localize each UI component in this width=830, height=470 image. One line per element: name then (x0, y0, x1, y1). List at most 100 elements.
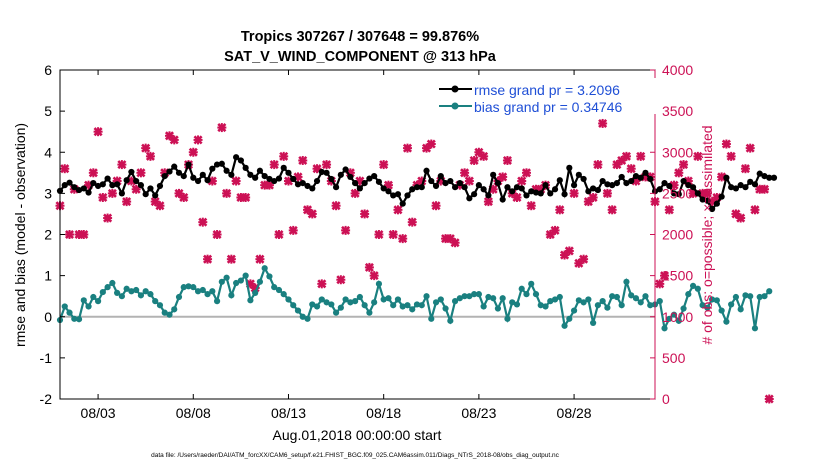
obs-marker (60, 164, 70, 174)
bias-point (342, 296, 349, 303)
obs-marker (307, 209, 317, 219)
bias-point (171, 306, 178, 313)
rmse-point (642, 169, 649, 176)
obs-marker (521, 168, 531, 178)
bias-point (104, 284, 111, 291)
rmse-point (147, 185, 154, 192)
bias-point (713, 297, 720, 304)
obs-marker (79, 229, 89, 240)
bias-point (313, 303, 321, 310)
obs-marker (664, 205, 674, 215)
bias-point (318, 296, 325, 303)
obs-marker (231, 176, 241, 186)
bias-point (275, 286, 283, 294)
y-left-tick-label: -2 (40, 391, 53, 407)
rmse-point (585, 188, 592, 195)
bias-point (256, 278, 264, 285)
rmse-point (152, 192, 159, 199)
bias-point (185, 283, 192, 290)
obs-marker (693, 151, 703, 161)
obs-marker (222, 188, 232, 198)
rmse-point (551, 186, 559, 193)
obs-marker (388, 229, 398, 240)
footnote: data file: /Users/raeder/DAI/ATM_forcXX/… (151, 452, 560, 459)
bias-point (375, 280, 383, 287)
y-left-tick-label: 3 (44, 185, 52, 201)
bias-point (123, 285, 130, 292)
x-tick-label: 08/13 (271, 405, 306, 421)
obs-marker (241, 192, 251, 203)
bias-point (332, 309, 340, 316)
rmse-point (114, 181, 121, 188)
obs-marker (398, 234, 408, 244)
bias-point (423, 293, 430, 300)
rmse-point (561, 191, 568, 198)
bias-point (285, 296, 292, 303)
bias-point (218, 278, 225, 285)
y-axis-right-label: # of obs: o=possible; ×=assimilated (699, 125, 715, 344)
bias-point (732, 293, 740, 301)
bias-point (647, 302, 654, 309)
bias-point (80, 297, 87, 304)
bias-point (532, 291, 540, 298)
rmse-point (580, 175, 587, 183)
obs-marker (269, 160, 279, 170)
rmse-point (485, 192, 492, 199)
rmse-point (161, 173, 168, 180)
bias-point (461, 293, 468, 300)
chart-title-line1: Tropics 307267 / 307648 = 99.876% (241, 29, 479, 45)
rmse-point (104, 175, 111, 182)
rmse-point (223, 167, 230, 174)
obs-marker (198, 217, 208, 227)
rmse-point (342, 166, 349, 173)
rmse-point (85, 189, 92, 196)
bias-point (599, 298, 606, 305)
bias-point (190, 284, 197, 291)
legend-box (433, 78, 661, 114)
obs-marker (759, 184, 769, 194)
rmse-point (666, 182, 673, 190)
bias-point (490, 295, 497, 302)
y-axis-left-label: rmse and bias (model - observation) (12, 123, 28, 347)
bias-point (632, 295, 640, 302)
bias-point (661, 325, 668, 332)
rmse-point (309, 185, 316, 192)
bias-point (152, 298, 159, 305)
rmse-point (318, 168, 325, 176)
rmse-point (313, 177, 321, 185)
obs-marker (402, 143, 412, 153)
obs-marker (474, 147, 484, 157)
bias-point (485, 293, 492, 301)
obs-marker (674, 168, 684, 178)
obs-marker (750, 205, 760, 215)
rmse-point (509, 188, 516, 195)
bias-point (475, 291, 482, 298)
rmse-point (190, 174, 197, 181)
rmse-point (670, 190, 678, 197)
obs-marker (136, 168, 146, 178)
bias-point (718, 307, 725, 314)
obs-marker (764, 394, 774, 404)
rmse-point (547, 190, 554, 197)
legend-bias-label: bias grand pr = 0.34746 (474, 99, 622, 115)
rmse-point (156, 182, 164, 190)
obs-marker (212, 229, 222, 240)
rmse-point (475, 182, 482, 189)
bias-point (390, 302, 397, 309)
y-right-tick-label: 0 (662, 391, 670, 407)
obs-marker (360, 209, 370, 219)
bias-point (147, 291, 154, 298)
obs-marker (602, 188, 612, 198)
obs-marker (336, 275, 346, 285)
obs-marker (322, 160, 332, 170)
bias-point (252, 289, 259, 296)
rmse-point (133, 177, 140, 185)
bias-point (413, 301, 421, 308)
bias-point (352, 298, 359, 305)
bias-point (447, 317, 454, 324)
rmse-point (713, 200, 720, 207)
obs-marker (636, 151, 646, 161)
rmse-point (366, 175, 373, 182)
rmse-point (290, 175, 297, 183)
rmse-point (594, 186, 601, 194)
